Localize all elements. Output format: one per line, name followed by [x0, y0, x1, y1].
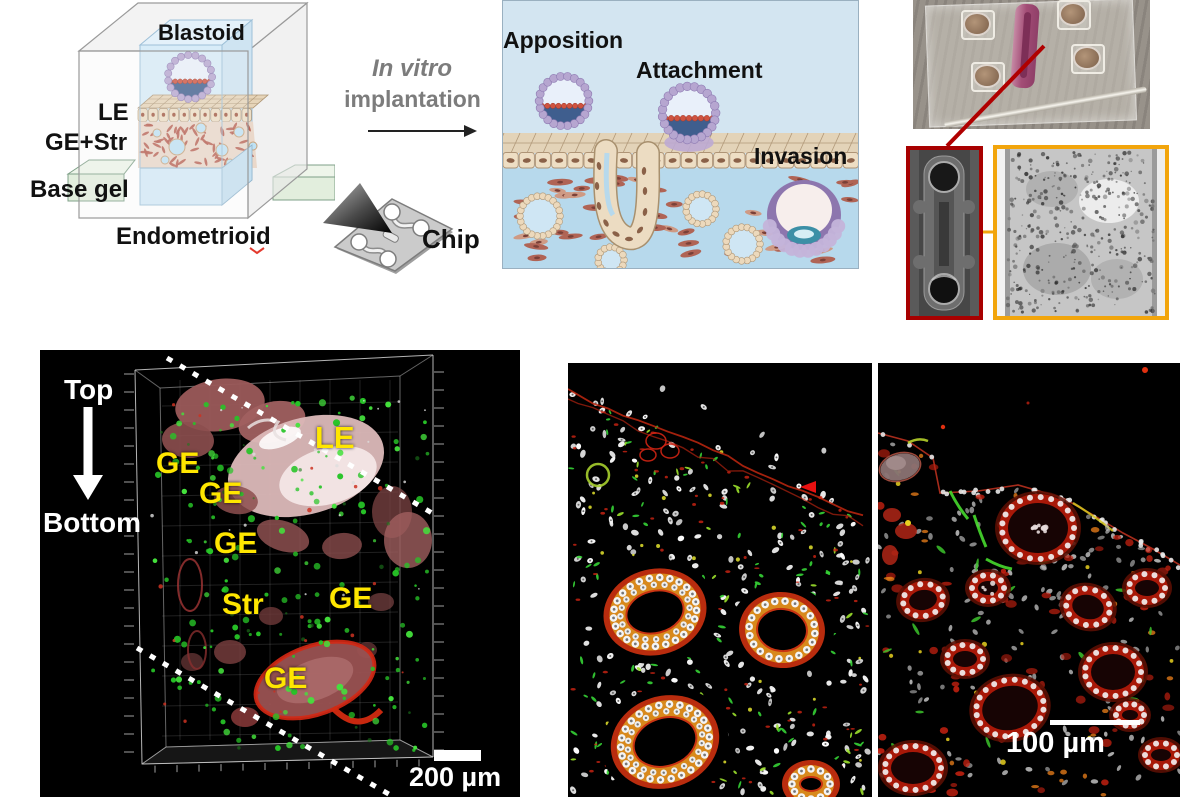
orientation-bottom: Bottom: [43, 507, 141, 538]
top-bottom-arrow-icon: [73, 407, 103, 500]
media-well: [1073, 46, 1101, 70]
fluorescent-dots: [150, 395, 431, 752]
media-well: [1059, 2, 1087, 26]
label-endometrioid: Endometrioid: [116, 223, 271, 250]
gel-column: [136, 18, 270, 207]
label-ge-str: GE+Str: [45, 129, 128, 156]
scale-bar-200-label: 200 µm: [409, 762, 502, 792]
scale-bar-200: [434, 750, 481, 761]
label-base-gel: Base gel: [30, 176, 129, 203]
annotation-ge: GE: [329, 582, 373, 615]
section-plane-dotted-lines: [135, 355, 434, 797]
annotation-ge: GE: [199, 477, 243, 510]
label-blastoid: Blastoid: [158, 20, 245, 45]
histology-zoom-panel: [878, 363, 1180, 797]
annotation-ge: GE: [214, 527, 258, 560]
histology-overview-panel: [568, 363, 872, 797]
annotation-str: Str: [222, 588, 264, 621]
chip-photo: [913, 0, 1150, 129]
media-well: [963, 12, 991, 36]
annotation-le: LE: [315, 420, 355, 455]
confocal-3d-panel: [40, 350, 520, 797]
label-le: LE: [98, 99, 129, 126]
chip-illustration: [323, 183, 454, 274]
annotation-ge: GE: [156, 447, 200, 480]
outer-cube: [77, 1, 309, 220]
phase-contrast-inset-orange: [993, 145, 1169, 320]
media-well: [973, 64, 1001, 88]
flow-text-line1: In vitro: [371, 55, 452, 82]
gland-rings: [516, 190, 764, 268]
flow-text-line2: implantation: [344, 86, 481, 112]
stage-label-invasion: Invasion: [754, 143, 848, 169]
stage-label-attachment: Attachment: [636, 57, 763, 83]
base-gel-block-left: [66, 159, 137, 202]
gland-invagination: [593, 139, 661, 251]
chip-label: Chip: [422, 224, 480, 254]
brightfield-inset-red: [906, 146, 983, 320]
tissue-micrograph: [997, 149, 1165, 316]
spellcheck-squiggle-icon: [249, 247, 265, 255]
light-cone-icon: [323, 183, 392, 233]
annotation-ge: GE: [264, 662, 308, 695]
flow-arrow-icon: [368, 125, 477, 137]
gland-cross-sections: [594, 560, 849, 797]
scale-bar-100: [1050, 720, 1140, 725]
implantation-diagram: [502, 0, 859, 269]
blastoid-stages: [534, 72, 846, 258]
scale-bar-100-label: 100 µm: [1006, 727, 1105, 759]
outer-cube-front-face: [78, 50, 249, 219]
stage-label-apposition: Apposition: [503, 27, 624, 53]
gland-cross-sections: [878, 491, 1180, 796]
endometrioid-schematic: [66, 1, 335, 220]
channel-micrograph: [910, 150, 979, 316]
orientation-top: Top: [64, 374, 114, 405]
